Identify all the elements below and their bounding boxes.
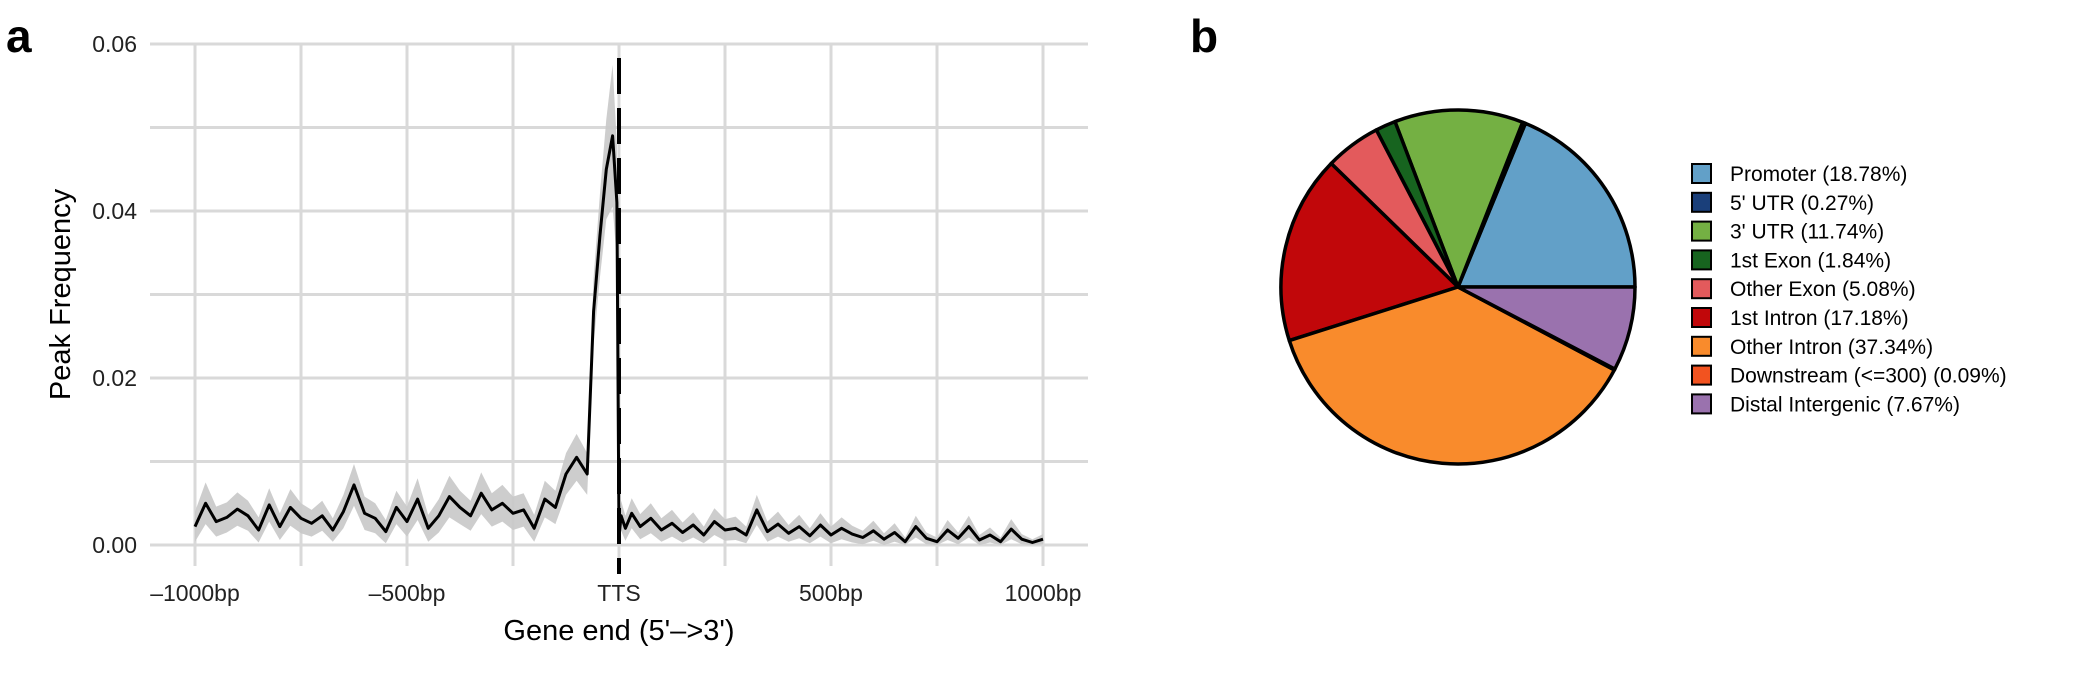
x-tick-label: –1000bp [150,580,240,606]
pie-slice [1456,121,1637,289]
y-tick-labels: 0.00 0.02 0.04 0.06 [92,31,137,558]
x-tick-label: TTS [597,580,640,606]
legend-swatch [1691,335,1712,357]
legend-label: 1st Intron (17.18%) [1730,307,1909,330]
y-tick-label: 0.06 [92,31,137,57]
x-tick-labels: –1000bp –500bp TTS 500bp 1000bp [150,580,1081,606]
x-tick-label: –500bp [369,580,446,606]
x-tick-label: 1000bp [1005,580,1082,606]
legend-swatch [1691,220,1712,242]
pie-slice [1279,161,1460,343]
legend-label: 5' UTR (0.27%) [1730,192,1874,215]
pie-legend: Promoter (18.78%) 5' UTR (0.27%) 3' UTR (1… [1691,163,2007,416]
legend-label: Promoter (18.78%) [1730,163,1907,186]
y-axis-title: Peak Frequency [45,188,77,400]
x-tick-label: 500bp [799,580,863,606]
legend-swatch [1691,249,1712,271]
y-tick-label: 0.04 [92,198,137,224]
legend-swatch [1691,163,1712,184]
pie-slice [1287,285,1617,466]
legend-swatch [1691,393,1712,415]
y-tick-label: 0.02 [92,365,137,391]
legend-label: 3' UTR (11.74%) [1730,221,1884,244]
x-axis-title: Gene end (5'–>3') [503,615,734,647]
y-tick-label: 0.00 [92,532,137,558]
panel-b-letter: b [1190,10,1218,62]
legend-label: Other Exon (5.08%) [1730,278,1916,301]
panel-a-letter: a [6,10,32,62]
pie-chart-panel: Promoter (18.78%) 5' UTR (0.27%) 3' UTR (1… [1279,108,2007,466]
pie-slices [1279,108,1637,466]
legend-swatch [1691,191,1712,213]
line-chart-panel: 0.00 0.02 0.04 0.06 –1000bp –500bp TTS 500bp 10… [45,31,1088,647]
legend-swatch [1691,364,1712,386]
pie-slice [1456,285,1637,371]
legend-swatch [1691,307,1712,328]
pie-slice [1393,108,1525,289]
legend-swatch [1691,278,1712,300]
legend-label: Other Intron (37.34%) [1730,336,1933,359]
legend-label: Distal Intergenic (7.67%) [1730,393,1960,416]
legend-label: Downstream (<=300) (0.09%) [1730,365,2007,388]
legend-label: 1st Exon (1.84%) [1730,249,1891,272]
